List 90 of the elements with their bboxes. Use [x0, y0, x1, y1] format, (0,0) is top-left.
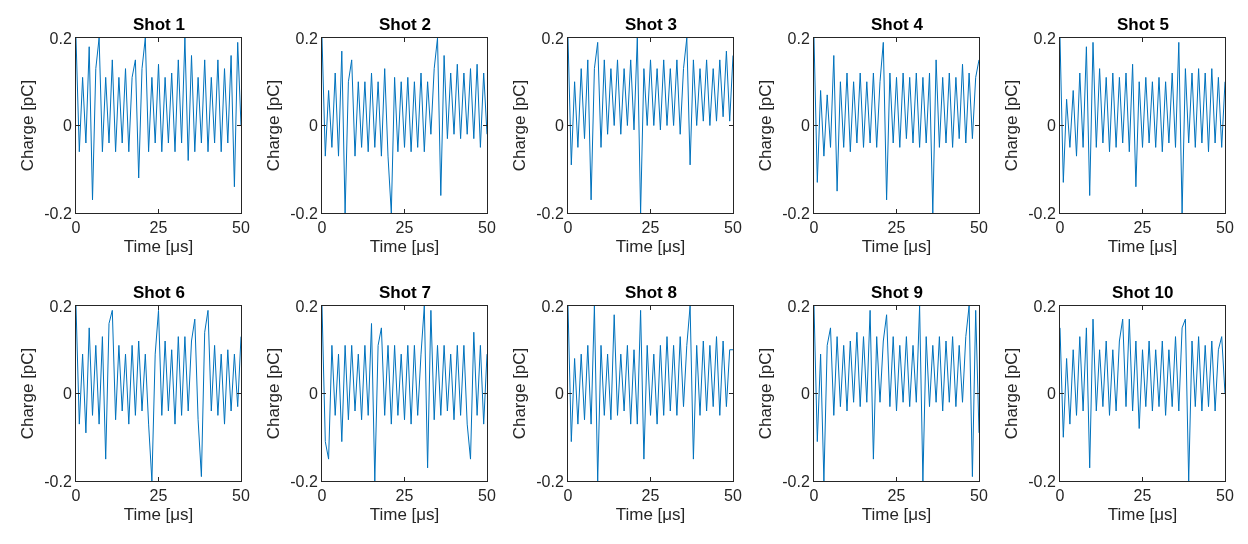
chart-title: Shot 6: [133, 283, 185, 302]
y-axis-title: Charge [pC]: [263, 79, 283, 172]
x-axis-title: Time [μs]: [615, 236, 686, 256]
x-tick-label: 25: [149, 487, 168, 505]
y-tick-label: -0.2: [1028, 204, 1056, 222]
y-tick-label: 0.2: [541, 297, 564, 315]
x-tick-label: 50: [478, 219, 496, 237]
line-series: [1060, 318, 1225, 481]
y-axis-title: Charge [pC]: [1001, 79, 1021, 172]
x-axis-title: Time [μs]: [369, 236, 440, 256]
chart-title: Shot 5: [1117, 15, 1169, 34]
y-axis-title: Charge [pC]: [755, 347, 775, 440]
line-series: [76, 306, 241, 481]
line-series: [76, 38, 241, 201]
x-tick-label: 25: [149, 219, 168, 237]
x-axis-title: Time [μs]: [615, 504, 686, 524]
x-tick-label: 50: [1216, 487, 1234, 505]
y-tick-label: 0.2: [295, 29, 318, 47]
y-axis-title: Charge [pC]: [17, 347, 37, 440]
y-tick-label: 0: [800, 117, 810, 135]
x-axis-title: Time [μs]: [861, 236, 932, 256]
chart-title: Shot 4: [871, 15, 924, 34]
x-tick-label: 25: [887, 219, 906, 237]
x-tick-label: 25: [641, 219, 660, 237]
line-series: [1060, 38, 1225, 213]
y-tick-label: -0.2: [44, 472, 72, 490]
x-tick-label: 50: [478, 487, 496, 505]
y-tick-label: 0: [62, 117, 72, 135]
y-tick-label: 0.2: [787, 29, 810, 47]
y-tick-label: 0.2: [1033, 297, 1056, 315]
y-tick-label: 0: [308, 117, 318, 135]
chart-title: Shot 8: [625, 283, 677, 302]
y-tick-label: -0.2: [290, 472, 318, 490]
x-tick-label: 50: [724, 487, 742, 505]
y-tick-label: 0: [62, 385, 72, 403]
x-axis-title: Time [μs]: [861, 504, 932, 524]
y-tick-label: 0.2: [49, 297, 72, 315]
y-tick-label: -0.2: [536, 472, 564, 490]
y-tick-label: 0.2: [295, 297, 318, 315]
x-tick-label: 25: [395, 219, 414, 237]
y-axis-title: Charge [pC]: [1001, 347, 1021, 440]
y-tick-label: 0: [1046, 117, 1056, 135]
x-tick-label: 25: [1133, 487, 1152, 505]
x-tick-label: 25: [641, 487, 660, 505]
line-series: [568, 38, 733, 213]
y-tick-label: -0.2: [290, 204, 318, 222]
x-tick-label: 25: [887, 487, 906, 505]
y-axis-title: Charge [pC]: [263, 347, 283, 440]
chart-title: Shot 2: [379, 15, 431, 34]
y-tick-label: -0.2: [782, 204, 810, 222]
y-tick-label: -0.2: [782, 472, 810, 490]
y-tick-label: -0.2: [44, 204, 72, 222]
y-tick-label: 0: [1046, 385, 1056, 403]
chart-title: Shot 1: [133, 15, 185, 34]
chart-title: Shot 7: [379, 283, 431, 302]
y-tick-label: 0: [308, 385, 318, 403]
line-series: [568, 306, 733, 481]
x-axis-title: Time [μs]: [1107, 504, 1178, 524]
y-tick-label: 0: [800, 385, 810, 403]
chart-title: Shot 9: [871, 283, 923, 302]
x-axis-title: Time [μs]: [123, 236, 194, 256]
x-tick-label: 50: [724, 219, 742, 237]
x-axis-title: Time [μs]: [123, 504, 194, 524]
y-axis-title: Charge [pC]: [509, 79, 529, 172]
y-tick-label: 0.2: [49, 29, 72, 47]
y-tick-label: 0.2: [1033, 29, 1056, 47]
chart-title: Shot 3: [625, 15, 677, 34]
x-axis-title: Time [μs]: [1107, 236, 1178, 256]
x-tick-label: 25: [395, 487, 414, 505]
y-tick-label: 0.2: [541, 29, 564, 47]
x-axis-title: Time [μs]: [369, 504, 440, 524]
x-tick-label: 25: [1133, 219, 1152, 237]
y-axis-title: Charge [pC]: [755, 79, 775, 172]
x-tick-label: 50: [232, 219, 250, 237]
x-tick-label: 50: [970, 219, 988, 237]
y-tick-label: 0: [554, 117, 564, 135]
y-tick-label: -0.2: [536, 204, 564, 222]
y-axis-title: Charge [pC]: [509, 347, 529, 440]
x-tick-label: 50: [232, 487, 250, 505]
y-tick-label: 0.2: [787, 297, 810, 315]
y-axis-title: Charge [pC]: [17, 79, 37, 172]
y-tick-label: -0.2: [1028, 472, 1056, 490]
chart-title: Shot 10: [1112, 283, 1174, 302]
line-series: [322, 38, 487, 213]
x-tick-label: 50: [1216, 219, 1234, 237]
line-series: [322, 306, 487, 481]
x-tick-label: 50: [970, 487, 988, 505]
y-tick-label: 0: [554, 385, 564, 403]
line-series: [814, 38, 979, 213]
line-series: [814, 306, 979, 481]
